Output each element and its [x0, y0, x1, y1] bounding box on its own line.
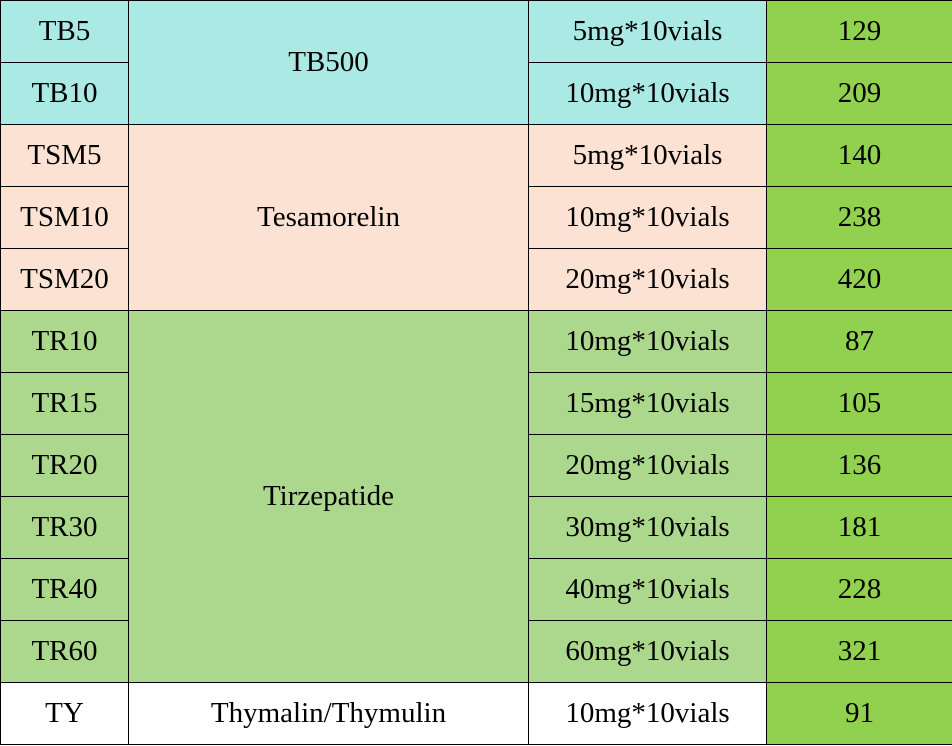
- product-name: Thymalin/Thymulin: [128, 682, 529, 745]
- product-price: 87: [766, 310, 952, 373]
- table-row: TR15 15mg*10vials 105: [0, 372, 952, 435]
- product-code: TR30: [0, 496, 129, 559]
- product-spec: 10mg*10vials: [528, 682, 767, 745]
- table-row: TB5 TB500 5mg*10vials 129: [0, 0, 952, 125]
- table-row: TB10 10mg*10vials 209: [0, 62, 952, 125]
- product-code: TB5: [0, 0, 129, 63]
- product-spec: 10mg*10vials: [528, 62, 767, 125]
- product-spec: 30mg*10vials: [528, 496, 767, 559]
- table-row: TR60 60mg*10vials 321: [0, 620, 952, 683]
- table-row: TR40 40mg*10vials 228: [0, 558, 952, 621]
- product-spec: 20mg*10vials: [528, 434, 767, 497]
- product-spec: 10mg*10vials: [528, 310, 767, 373]
- product-spec: 10mg*10vials: [528, 186, 767, 249]
- table-row: TR10 Tirzepatide 10mg*10vials 87: [0, 310, 952, 683]
- product-price: 228: [766, 558, 952, 621]
- product-code: TR10: [0, 310, 129, 373]
- product-spec: 60mg*10vials: [528, 620, 767, 683]
- product-spec: 15mg*10vials: [528, 372, 767, 435]
- table-row: TR30 30mg*10vials 181: [0, 496, 952, 559]
- product-code: TSM20: [0, 248, 129, 311]
- product-price: 181: [766, 496, 952, 559]
- table-row: TSM20 20mg*10vials 420: [0, 248, 952, 311]
- table-row: TSM5 Tesamorelin 5mg*10vials 140: [0, 124, 952, 311]
- product-code: TSM10: [0, 186, 129, 249]
- product-price: 209: [766, 62, 952, 125]
- product-code: TR60: [0, 620, 129, 683]
- product-spec: 5mg*10vials: [528, 0, 767, 63]
- product-name: Tirzepatide: [128, 310, 529, 683]
- product-price: 91: [766, 682, 952, 745]
- product-name: Tesamorelin: [128, 124, 529, 311]
- product-spec: 40mg*10vials: [528, 558, 767, 621]
- product-spec: 20mg*10vials: [528, 248, 767, 311]
- product-spec: 5mg*10vials: [528, 124, 767, 187]
- product-price: 420: [766, 248, 952, 311]
- product-code: TR15: [0, 372, 129, 435]
- product-price: 129: [766, 0, 952, 63]
- product-price: 321: [766, 620, 952, 683]
- product-code: TR20: [0, 434, 129, 497]
- product-price: 140: [766, 124, 952, 187]
- product-name: TB500: [128, 0, 529, 125]
- table-row: TY Thymalin/Thymulin 10mg*10vials 91: [0, 682, 952, 745]
- product-price: 136: [766, 434, 952, 497]
- product-code: TR40: [0, 558, 129, 621]
- product-code: TY: [0, 682, 129, 745]
- product-code: TB10: [0, 62, 129, 125]
- product-price: 105: [766, 372, 952, 435]
- product-code: TSM5: [0, 124, 129, 187]
- product-price: 238: [766, 186, 952, 249]
- table-row: TSM10 10mg*10vials 238: [0, 186, 952, 249]
